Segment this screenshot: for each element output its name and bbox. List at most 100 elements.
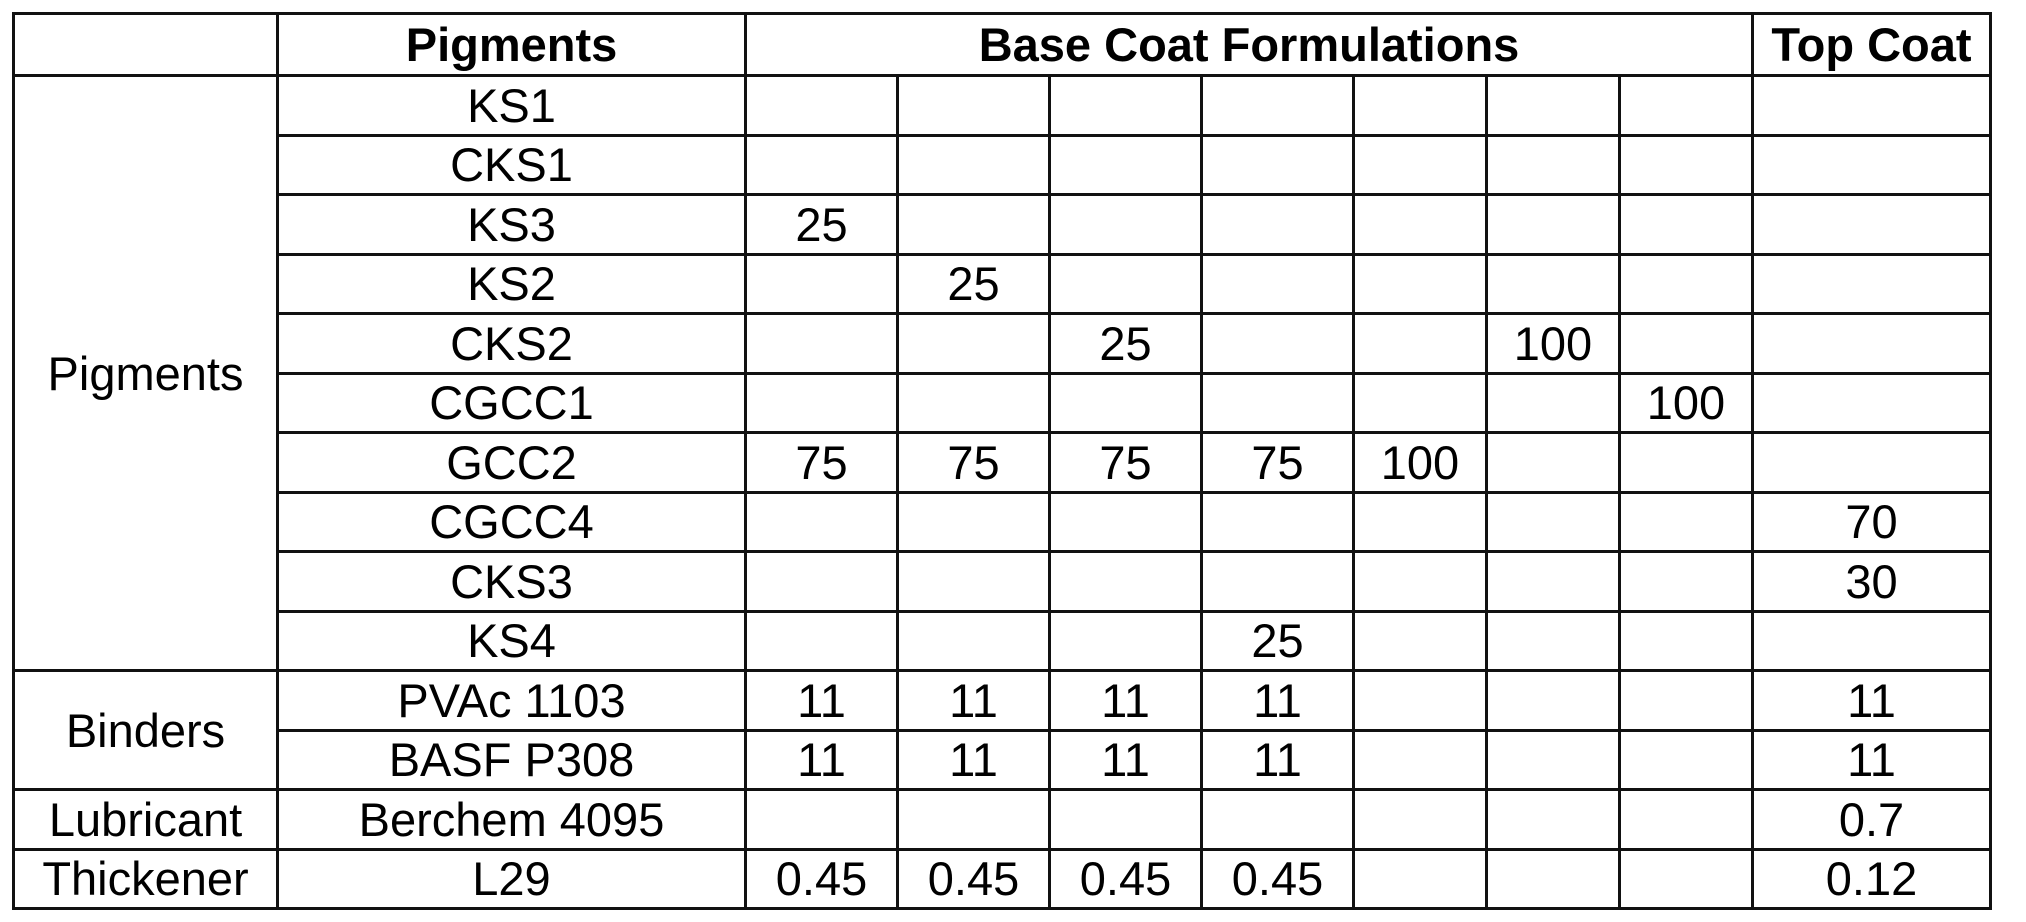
top-coat-value-cell xyxy=(1753,611,1991,671)
table-row: BASF P3081111111111 xyxy=(14,730,1991,790)
top-coat-value-cell xyxy=(1753,76,1991,136)
base-coat-value-cell: 75 xyxy=(1050,433,1202,493)
top-coat-value-cell xyxy=(1753,314,1991,374)
base-coat-value-cell xyxy=(1354,552,1487,612)
base-coat-value-cell xyxy=(1050,611,1202,671)
top-coat-value-cell: 30 xyxy=(1753,552,1991,612)
base-coat-value-cell xyxy=(1050,552,1202,612)
base-coat-value-cell: 25 xyxy=(746,195,898,255)
component-label: L29 xyxy=(278,849,746,909)
component-label: CGCC4 xyxy=(278,492,746,552)
base-coat-value-cell xyxy=(1620,76,1753,136)
group-label: Thickener xyxy=(14,849,278,909)
table-body: PigmentsKS1CKS1KS325KS225CKS225100CGCC11… xyxy=(14,76,1991,909)
base-coat-value-cell xyxy=(746,373,898,433)
base-coat-value-cell xyxy=(1487,849,1620,909)
base-coat-value-cell xyxy=(1050,790,1202,850)
base-coat-header: Base Coat Formulations xyxy=(746,14,1753,76)
component-label: CGCC1 xyxy=(278,373,746,433)
base-coat-value-cell xyxy=(1202,492,1354,552)
base-coat-value-cell xyxy=(1487,195,1620,255)
base-coat-value-cell: 11 xyxy=(1050,671,1202,731)
base-coat-value-cell xyxy=(898,76,1050,136)
component-label: KS3 xyxy=(278,195,746,255)
table-row: KS225 xyxy=(14,254,1991,314)
base-coat-value-cell xyxy=(1202,195,1354,255)
base-coat-value-cell xyxy=(1050,492,1202,552)
formulation-table: Pigments Base Coat Formulations Top Coat… xyxy=(12,12,1992,910)
base-coat-value-cell xyxy=(1487,254,1620,314)
component-label: KS2 xyxy=(278,254,746,314)
base-coat-value-cell: 0.45 xyxy=(898,849,1050,909)
base-coat-value-cell xyxy=(1620,492,1753,552)
base-coat-value-cell xyxy=(746,552,898,612)
top-coat-value-cell: 0.12 xyxy=(1753,849,1991,909)
base-coat-value-cell: 25 xyxy=(1050,314,1202,374)
base-coat-value-cell xyxy=(1620,671,1753,731)
base-coat-value-cell xyxy=(1487,135,1620,195)
base-coat-value-cell xyxy=(746,135,898,195)
component-label: PVAc 1103 xyxy=(278,671,746,731)
base-coat-value-cell xyxy=(1354,611,1487,671)
base-coat-value-cell xyxy=(1354,254,1487,314)
component-label: CKS2 xyxy=(278,314,746,374)
top-coat-value-cell xyxy=(1753,433,1991,493)
table-row: ThickenerL290.450.450.450.450.12 xyxy=(14,849,1991,909)
base-coat-value-cell xyxy=(898,314,1050,374)
table-row: KS425 xyxy=(14,611,1991,671)
top-coat-value-cell: 70 xyxy=(1753,492,1991,552)
base-coat-value-cell xyxy=(1487,373,1620,433)
table-row: GCC275757575100 xyxy=(14,433,1991,493)
top-coat-value-cell: 11 xyxy=(1753,730,1991,790)
base-coat-value-cell xyxy=(1202,135,1354,195)
base-coat-value-cell xyxy=(746,254,898,314)
base-coat-value-cell xyxy=(746,492,898,552)
base-coat-value-cell xyxy=(1487,730,1620,790)
base-coat-value-cell: 11 xyxy=(1202,671,1354,731)
component-label: KS1 xyxy=(278,76,746,136)
base-coat-value-cell xyxy=(1620,611,1753,671)
base-coat-value-cell xyxy=(1354,849,1487,909)
base-coat-value-cell xyxy=(1050,135,1202,195)
table-row: KS325 xyxy=(14,195,1991,255)
table-row: PigmentsKS1 xyxy=(14,76,1991,136)
table-row: CGCC1 100 xyxy=(14,373,1991,433)
base-coat-value-cell xyxy=(1354,790,1487,850)
base-coat-value-cell: 75 xyxy=(746,433,898,493)
base-coat-value-cell xyxy=(1202,373,1354,433)
base-coat-value-cell xyxy=(1354,492,1487,552)
base-coat-value-cell: 100 xyxy=(1620,373,1753,433)
base-coat-value-cell xyxy=(1050,195,1202,255)
table-row: CKS2 25 100 xyxy=(14,314,1991,374)
base-coat-value-cell xyxy=(1487,552,1620,612)
base-coat-value-cell xyxy=(746,790,898,850)
table-row: CKS330 xyxy=(14,552,1991,612)
base-coat-value-cell xyxy=(746,314,898,374)
base-coat-value-cell xyxy=(1620,790,1753,850)
header-row: Pigments Base Coat Formulations Top Coat xyxy=(14,14,1991,76)
top-coat-value-cell xyxy=(1753,135,1991,195)
base-coat-value-cell: 11 xyxy=(746,730,898,790)
base-coat-value-cell xyxy=(1620,433,1753,493)
base-coat-value-cell: 75 xyxy=(1202,433,1354,493)
base-coat-value-cell: 100 xyxy=(1354,433,1487,493)
base-coat-value-cell xyxy=(898,552,1050,612)
base-coat-value-cell xyxy=(1202,254,1354,314)
base-coat-value-cell: 100 xyxy=(1487,314,1620,374)
table-row: LubricantBerchem 40950.7 xyxy=(14,790,1991,850)
base-coat-value-cell xyxy=(1620,195,1753,255)
corner-cell xyxy=(14,14,278,76)
base-coat-value-cell xyxy=(1620,730,1753,790)
component-label: BASF P308 xyxy=(278,730,746,790)
base-coat-value-cell xyxy=(1202,76,1354,136)
base-coat-value-cell xyxy=(1050,254,1202,314)
table-row: CGCC4 70 xyxy=(14,492,1991,552)
base-coat-value-cell xyxy=(1354,730,1487,790)
top-coat-header: Top Coat xyxy=(1753,14,1991,76)
group-label: Binders xyxy=(14,671,278,790)
base-coat-value-cell: 11 xyxy=(1202,730,1354,790)
pigments-column-header: Pigments xyxy=(278,14,746,76)
base-coat-value-cell: 0.45 xyxy=(1050,849,1202,909)
base-coat-value-cell xyxy=(1487,611,1620,671)
top-coat-value-cell xyxy=(1753,254,1991,314)
